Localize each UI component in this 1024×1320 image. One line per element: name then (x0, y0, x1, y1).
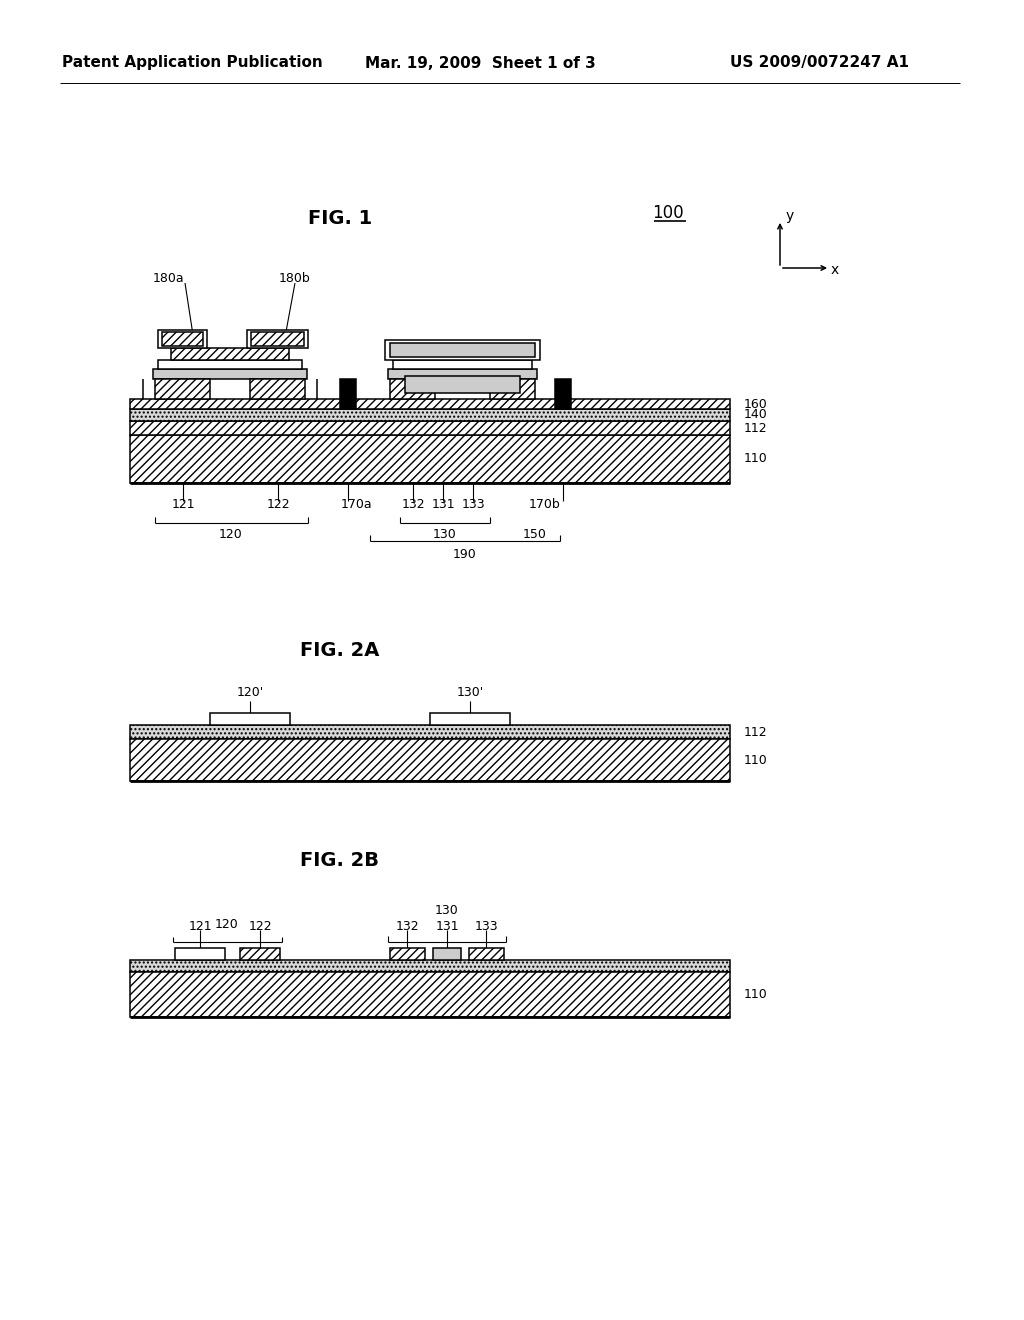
Text: 170b: 170b (529, 499, 561, 511)
Bar (158, 360, 302, 370)
Text: 132: 132 (401, 499, 425, 511)
Bar (175, 948, 225, 960)
Text: 170a: 170a (340, 499, 372, 511)
Text: 112: 112 (744, 421, 768, 434)
Bar (555, 379, 571, 409)
Bar (171, 348, 289, 360)
Bar (390, 379, 435, 399)
Bar (247, 330, 308, 348)
Bar (406, 376, 520, 393)
Bar (130, 960, 730, 972)
Text: 132: 132 (395, 920, 419, 932)
Bar (390, 948, 425, 960)
Bar (240, 948, 280, 960)
Bar (430, 713, 510, 725)
Text: 140: 140 (744, 408, 768, 421)
Bar (130, 409, 730, 421)
Text: 180b: 180b (280, 272, 311, 285)
Text: US 2009/0072247 A1: US 2009/0072247 A1 (730, 55, 909, 70)
Bar (130, 739, 730, 781)
Bar (385, 341, 540, 360)
Text: Patent Application Publication: Patent Application Publication (61, 55, 323, 70)
Text: 130': 130' (457, 686, 483, 700)
Bar (250, 379, 305, 399)
Text: 110: 110 (744, 754, 768, 767)
Bar (130, 399, 730, 409)
Text: 131: 131 (435, 920, 459, 932)
Text: 110: 110 (744, 453, 768, 466)
Text: 150: 150 (523, 528, 547, 540)
Bar (140, 379, 375, 399)
Text: 120': 120' (237, 686, 263, 700)
Bar (388, 370, 537, 379)
Text: 122: 122 (266, 499, 290, 511)
Bar (433, 948, 461, 960)
Bar (340, 379, 356, 409)
Bar (393, 360, 532, 370)
Text: 122: 122 (248, 920, 271, 932)
Bar (130, 725, 730, 739)
Text: Mar. 19, 2009  Sheet 1 of 3: Mar. 19, 2009 Sheet 1 of 3 (365, 55, 595, 70)
Text: 133: 133 (461, 499, 484, 511)
Text: 180a: 180a (153, 272, 184, 285)
Bar (490, 379, 535, 399)
Bar (251, 333, 304, 346)
Text: 100: 100 (652, 205, 684, 222)
Text: 190: 190 (454, 548, 477, 561)
Bar (158, 330, 207, 348)
Text: 130: 130 (435, 903, 459, 916)
Bar (390, 343, 535, 356)
Text: 133: 133 (474, 920, 498, 932)
Text: 120: 120 (215, 917, 239, 931)
Text: 121: 121 (171, 499, 195, 511)
Text: 110: 110 (744, 987, 768, 1001)
Bar (155, 379, 210, 399)
Bar (162, 333, 203, 346)
Bar (153, 370, 307, 379)
Bar (469, 948, 504, 960)
Bar (130, 436, 730, 483)
Text: 121: 121 (188, 920, 212, 932)
Text: 112: 112 (744, 726, 768, 738)
Text: FIG. 2B: FIG. 2B (300, 850, 380, 870)
Text: 131: 131 (431, 499, 455, 511)
Text: 130: 130 (433, 528, 457, 540)
Text: FIG. 1: FIG. 1 (308, 209, 372, 227)
Text: 160: 160 (744, 397, 768, 411)
Bar (210, 713, 290, 725)
Text: y: y (785, 209, 795, 223)
Bar (130, 421, 730, 436)
Bar (130, 972, 730, 1016)
Text: FIG. 2A: FIG. 2A (300, 640, 380, 660)
Text: 120: 120 (219, 528, 243, 540)
Text: x: x (830, 263, 839, 277)
